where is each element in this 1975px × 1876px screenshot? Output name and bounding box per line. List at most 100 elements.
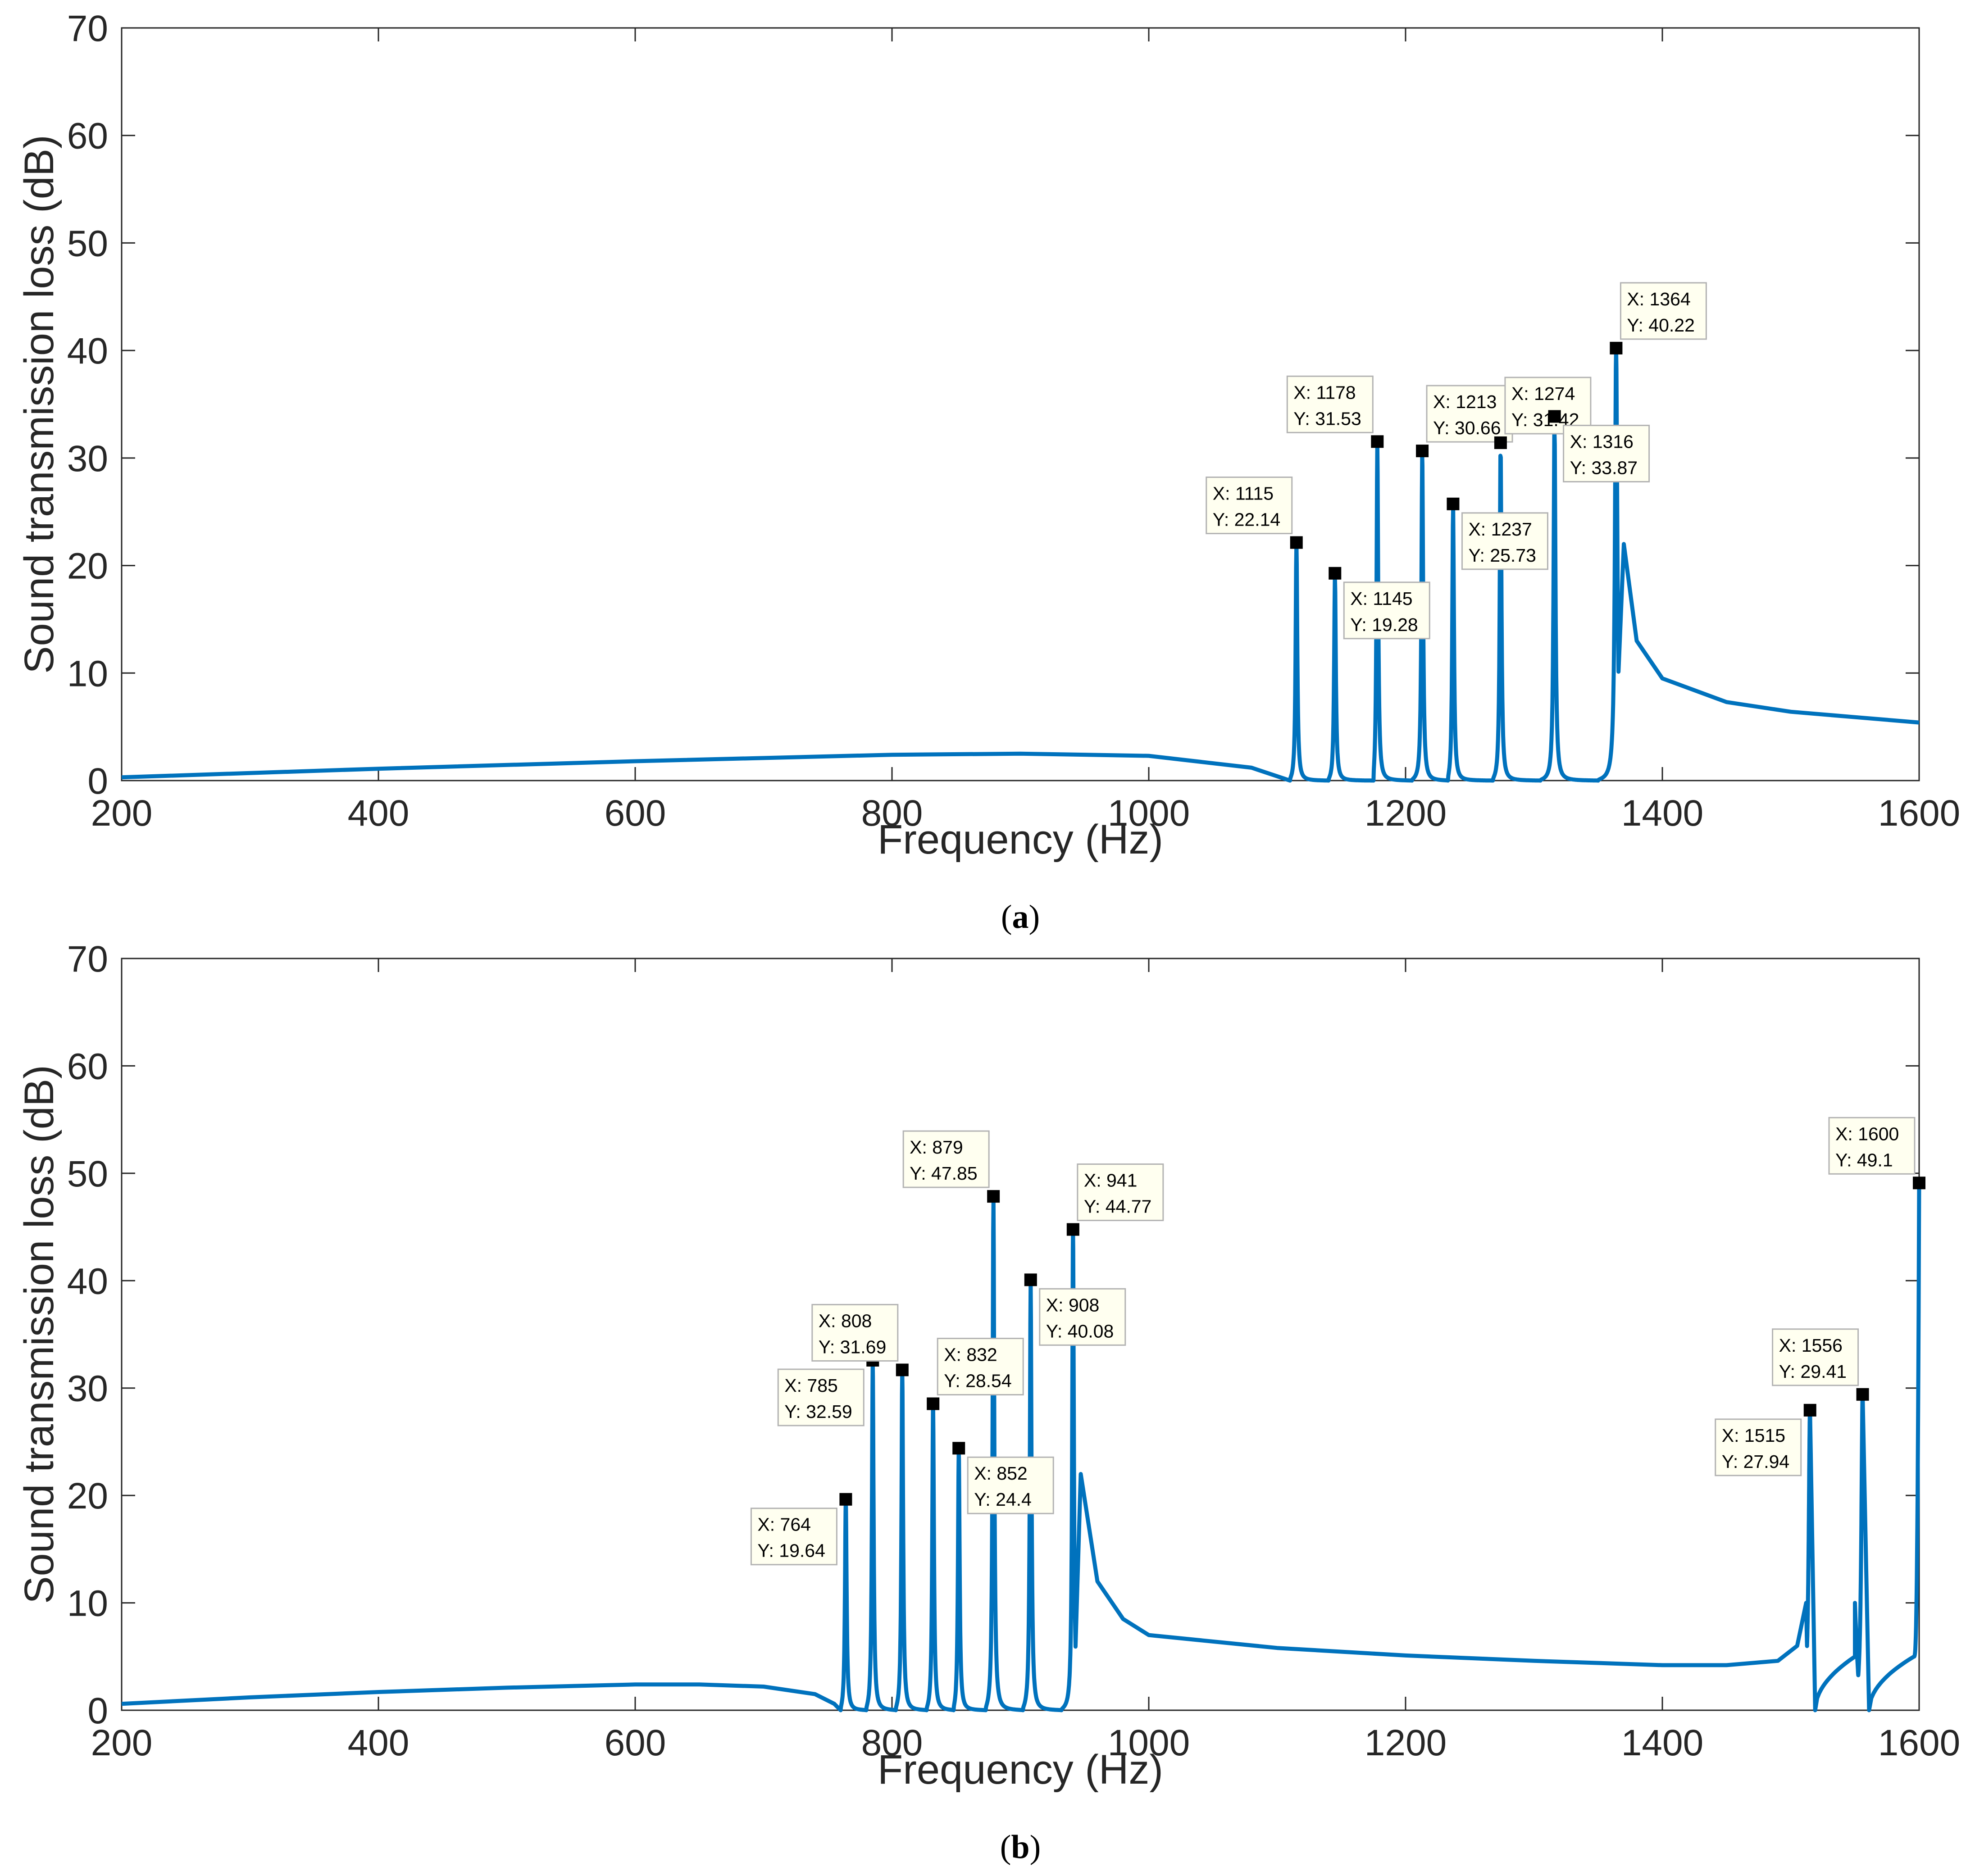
datatip-y: Y: 19.28: [1350, 614, 1418, 635]
datatip-x-value: 1556: [1802, 1335, 1843, 1356]
datatip[interactable]: X: 832 Y: 28.54: [937, 1338, 1024, 1396]
datatip-y-value: 24.4: [996, 1489, 1032, 1510]
datatip-marker[interactable]: [896, 1363, 909, 1376]
datatip[interactable]: X: 1600 Y: 49.1: [1828, 1117, 1916, 1175]
datatip-box: [1828, 1117, 1916, 1175]
datatip[interactable]: X: 1145 Y: 19.28: [1343, 581, 1430, 640]
datatip-box: [937, 1338, 1024, 1396]
datatip-y: Y: 40.22: [1627, 315, 1694, 336]
datatip-x-value: 808: [841, 1310, 872, 1331]
datatip-x-value: 1316: [1593, 431, 1634, 452]
datatip[interactable]: X: 1556 Y: 29.41: [1772, 1328, 1859, 1386]
datatip[interactable]: X: 1364 Y: 40.22: [1620, 282, 1707, 340]
datatip[interactable]: X: 1115 Y: 22.14: [1206, 476, 1293, 534]
datatip-marker[interactable]: [1548, 410, 1561, 423]
datatip-y: Y: 49.1: [1835, 1149, 1893, 1170]
datatip-box: [1504, 377, 1592, 435]
x-tick-label: 1000: [1108, 793, 1190, 834]
datatip-y: Y: 32.59: [784, 1401, 852, 1422]
datatip-marker[interactable]: [952, 1442, 965, 1455]
datatip[interactable]: X: 908 Y: 40.08: [1039, 1288, 1126, 1346]
datatip-x-value: 879: [932, 1137, 963, 1158]
x-tick-label: 1000: [1108, 1722, 1190, 1763]
datatip-x: X: 1364: [1627, 289, 1690, 309]
datatip-marker[interactable]: [1371, 435, 1384, 448]
datatip-y: Y: 28.54: [944, 1371, 1011, 1391]
datatip-box: [1077, 1163, 1164, 1222]
datatip-x-value: 852: [997, 1463, 1027, 1484]
datatip-y-value: 49.1: [1857, 1149, 1893, 1170]
datatip-y: Y: 22.14: [1213, 509, 1280, 530]
datatip-box: [1286, 375, 1374, 433]
panel-caption: (b): [1000, 1829, 1041, 1866]
datatip[interactable]: X: 1316 Y: 33.87: [1563, 424, 1650, 482]
datatip-box: [967, 1456, 1054, 1514]
datatip-marker[interactable]: [927, 1397, 940, 1410]
datatip-box: [1772, 1328, 1859, 1386]
datatip-marker[interactable]: [839, 1493, 852, 1506]
datatip-marker[interactable]: [1416, 445, 1429, 458]
datatip-marker[interactable]: [1913, 1176, 1925, 1190]
panel-b: 200 400 600 800 1000 1200 1400 1600 0 10 20 30 40 50 6…: [16, 939, 1960, 1866]
panel-caption-label: b: [1011, 1829, 1029, 1866]
datatip-y: Y: 19.64: [757, 1540, 825, 1561]
datatip-marker[interactable]: [1856, 1388, 1869, 1401]
datatip-x: X: 1145: [1350, 588, 1412, 609]
datatip-y-value: 27.94: [1743, 1451, 1790, 1472]
datatip-box: [1039, 1288, 1126, 1346]
datatip[interactable]: X: 852 Y: 24.4: [967, 1456, 1054, 1514]
datatip-marker[interactable]: [1024, 1273, 1037, 1286]
datatip-y-value: 19.64: [779, 1540, 825, 1561]
datatip-marker[interactable]: [1066, 1223, 1079, 1236]
datatip-box: [1343, 581, 1430, 640]
datatip[interactable]: X: 1237 Y: 25.73: [1461, 512, 1548, 570]
datatip-x: X: 832: [944, 1345, 997, 1365]
datatip[interactable]: X: 764 Y: 19.64: [750, 1508, 837, 1566]
datatip-y-value: 29.41: [1800, 1361, 1847, 1382]
y-tick-label: 20: [67, 546, 108, 587]
datatip[interactable]: X: 785 Y: 32.59: [777, 1368, 865, 1426]
datatip-y: Y: 30.66: [1433, 418, 1501, 438]
datatip-y: Y: 24.4: [974, 1489, 1032, 1510]
datatip-x: X: 1213: [1433, 391, 1497, 412]
datatip-marker[interactable]: [1447, 497, 1460, 510]
datatip-x-value: 1364: [1650, 289, 1691, 309]
datatip-marker[interactable]: [1803, 1404, 1816, 1417]
datatip-y-value: 33.87: [1591, 457, 1638, 478]
datatip-marker[interactable]: [1329, 567, 1342, 580]
y-tick-label: 0: [87, 1690, 108, 1731]
datatip-x: X: 1316: [1570, 431, 1634, 452]
datatip[interactable]: X: 808 Y: 31.69: [811, 1304, 899, 1362]
datatip-box: [1715, 1418, 1802, 1476]
datatip[interactable]: X: 1515 Y: 27.94: [1715, 1418, 1802, 1476]
datatip-y-value: 40.22: [1648, 315, 1695, 336]
datatip[interactable]: X: 941 Y: 44.77: [1077, 1163, 1164, 1222]
datatip-box: [1563, 424, 1650, 482]
axes-box: [121, 27, 1920, 781]
datatip-marker[interactable]: [1494, 436, 1507, 449]
datatip-y-value: 40.08: [1068, 1321, 1114, 1341]
datatip[interactable]: X: 1213 Y: 30.66: [1426, 385, 1513, 443]
y-tick-label: 60: [67, 1046, 108, 1087]
datatip-marker[interactable]: [1610, 341, 1623, 354]
datatip-x: X: 908: [1046, 1295, 1100, 1315]
x-tick-label: 1600: [1878, 793, 1960, 834]
datatip-y: Y: 44.77: [1084, 1196, 1151, 1217]
datatip-x: X: 808: [819, 1310, 872, 1331]
datatip-y-value: 22.14: [1234, 509, 1281, 530]
y-tick-label: 0: [87, 761, 108, 802]
y-tick-label: 50: [67, 223, 108, 264]
datatip-box: [811, 1304, 899, 1362]
datatip[interactable]: X: 879 Y: 47.85: [902, 1130, 990, 1188]
datatip-marker[interactable]: [987, 1190, 1000, 1203]
y-axis-label: Sound transmission loss (dB): [16, 135, 62, 674]
datatip-x-value: 941: [1106, 1170, 1137, 1191]
datatip[interactable]: X: 1178 Y: 31.53: [1286, 375, 1374, 433]
datatip-x: X: 1178: [1293, 382, 1356, 403]
y-tick-label: 60: [67, 116, 108, 157]
y-tick-label: 20: [67, 1476, 108, 1517]
datatip-x: X: 879: [910, 1137, 963, 1158]
datatip-y-value: 47.85: [931, 1163, 978, 1184]
datatip-marker[interactable]: [1290, 536, 1303, 549]
